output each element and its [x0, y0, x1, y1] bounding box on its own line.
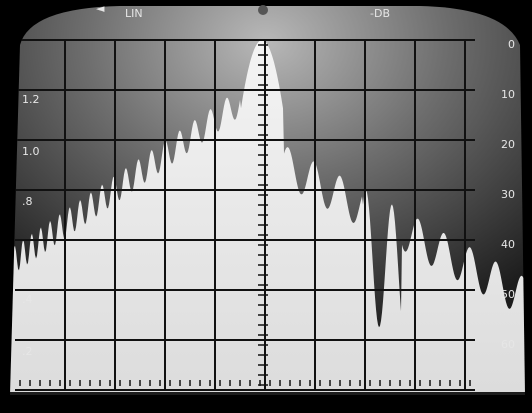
left-scale-label: .4 [22, 293, 33, 306]
mode-label: LIN [125, 7, 143, 20]
left-scale-label: .8 [22, 195, 33, 208]
right-scale-label: 0 [508, 38, 515, 51]
right-scale-label: 50 [501, 288, 515, 301]
right-scale-label: 10 [501, 88, 515, 101]
right-scale-label: 40 [501, 238, 515, 251]
left-scale-label: 1.2 [22, 93, 40, 106]
right-scale-label: 30 [501, 188, 515, 201]
left-scale-label: 1.0 [22, 145, 40, 158]
left-scale-label: .2 [22, 345, 33, 358]
right-scale-label: 20 [501, 138, 515, 151]
right-scale-label: 60 [501, 338, 515, 351]
marker-knob [258, 5, 268, 15]
graticule [15, 39, 475, 391]
scale-labels: 1.2 1.0 .8 .4 .2 0 10 20 30 40 50 60 [22, 38, 515, 358]
mode-arrow: ◄ [96, 2, 105, 15]
unit-label: -DB [370, 7, 390, 20]
